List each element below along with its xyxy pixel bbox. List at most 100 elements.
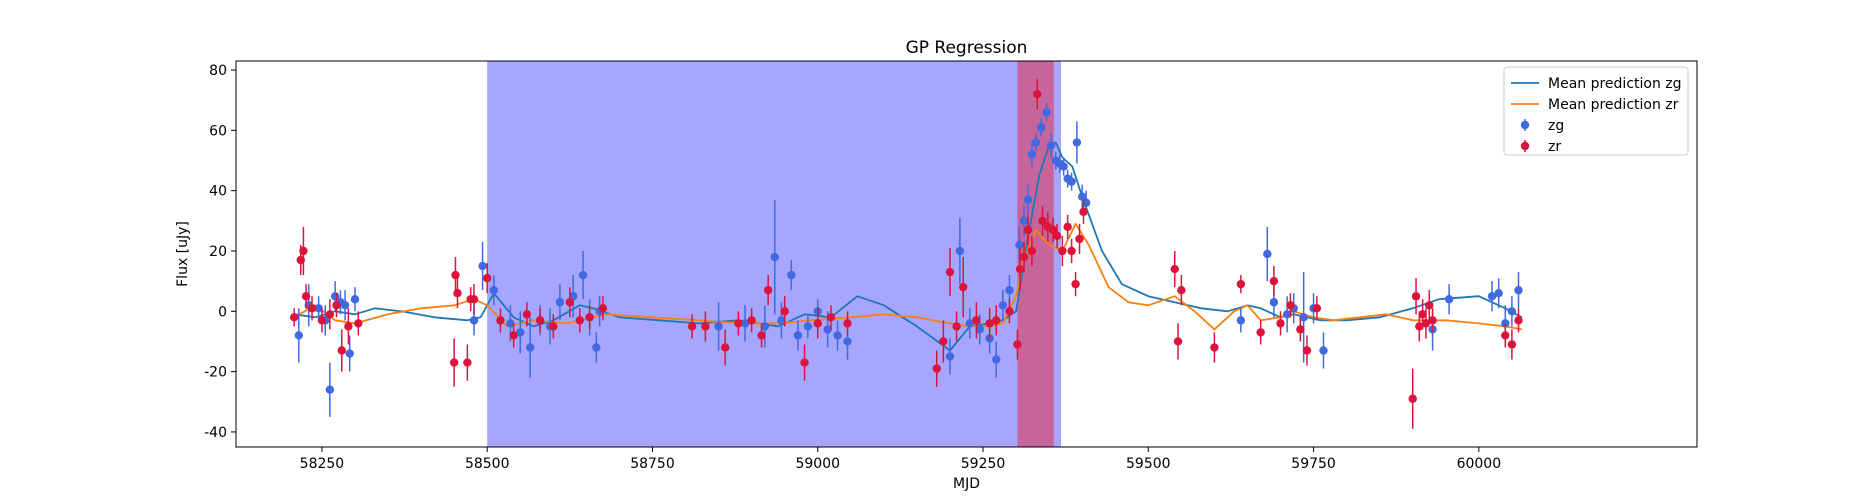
data-point [777,316,786,325]
data-point [340,301,350,310]
data-point [1210,343,1219,352]
data-point [489,285,499,295]
data-point [1494,289,1503,298]
data-point [1033,89,1042,99]
data-point [1075,234,1084,244]
data-point [1299,313,1308,322]
legend-box [1503,66,1689,156]
data-point [307,304,317,313]
y-tick-label: 0 [218,304,227,320]
data-point [803,322,813,331]
data-point [578,270,588,280]
data-point [1507,340,1517,349]
data-point [932,364,941,373]
data-point [294,331,304,340]
data-point [1444,295,1454,304]
x-tick-label: 58250 [300,456,345,472]
x-tick-label: 59000 [795,456,840,472]
x-tick-label: 58750 [630,456,675,472]
data-point [496,316,505,325]
data-point [721,343,730,352]
data-point [1005,285,1014,295]
data-point [1312,304,1322,313]
data-point [330,292,340,301]
data-point [1418,310,1427,319]
data-point [740,319,750,328]
series-zr [289,79,1523,429]
y-tick-label: 80 [209,63,227,79]
data-point [843,319,852,328]
data-point [800,358,809,367]
data-point [451,270,460,280]
data-point [823,325,832,334]
data-point [332,301,341,310]
data-point [1063,222,1072,232]
x-tick-label: 59500 [1126,456,1171,472]
data-point [1507,307,1517,316]
data-point [1276,319,1285,328]
data-point [992,355,1001,364]
data-point [1071,279,1080,289]
data-point [958,282,968,292]
data-point [734,319,743,328]
data-point [1077,192,1087,201]
data-point [757,331,766,340]
data-point [299,246,308,256]
data-point [985,319,994,328]
data-point [1046,141,1056,150]
y-tick-label: 20 [209,244,227,260]
data-point [1514,285,1523,295]
data-point [1408,394,1417,403]
data-point [506,319,515,328]
data-point [1072,138,1082,147]
y-tick-label: -40 [204,425,227,441]
data-point [1027,150,1037,159]
legend-label: Mean prediction zr [1548,97,1679,113]
x-axis-title: MJD [953,476,980,492]
legend: Mean prediction zg Mean prediction zr zg zr [1503,66,1689,156]
series-zg [294,103,1523,417]
data-point [826,313,836,322]
data-point [1067,177,1076,186]
data-point [1170,264,1179,274]
x-tick-label: 59750 [1291,456,1336,472]
data-point [1269,298,1279,307]
data-point [1019,216,1029,226]
data-point [1421,319,1431,328]
data-point [354,319,363,328]
data-point [1487,292,1497,301]
data-point [565,298,575,307]
data-point [535,316,545,325]
data-point [952,322,961,331]
data-point [687,322,697,331]
data-point [344,322,353,331]
data-point [1015,264,1025,274]
data-point [1282,310,1292,319]
data-point [350,295,360,304]
data-point [1173,337,1183,346]
data-point [955,246,965,256]
y-tick-label: 60 [209,123,227,139]
data-point [714,322,723,331]
data-point [453,289,462,298]
data-point [992,316,1001,325]
y-tick-label: -20 [204,365,227,381]
x-tick-label: 59250 [961,456,1006,472]
data-point [317,316,327,325]
data-point [337,346,346,355]
data-point [585,313,594,322]
data-point [770,252,779,262]
data-point [549,322,558,331]
data-point [483,273,492,283]
data-point [1079,207,1088,216]
data-point [1428,316,1437,325]
data-point [1263,249,1272,259]
x-tick-label: 58500 [465,456,510,472]
data-point [522,310,532,319]
data-point [965,319,975,328]
data-point [1031,138,1041,147]
y-tick-label: 40 [209,184,227,200]
data-point [449,358,459,367]
data-point [1037,123,1046,132]
